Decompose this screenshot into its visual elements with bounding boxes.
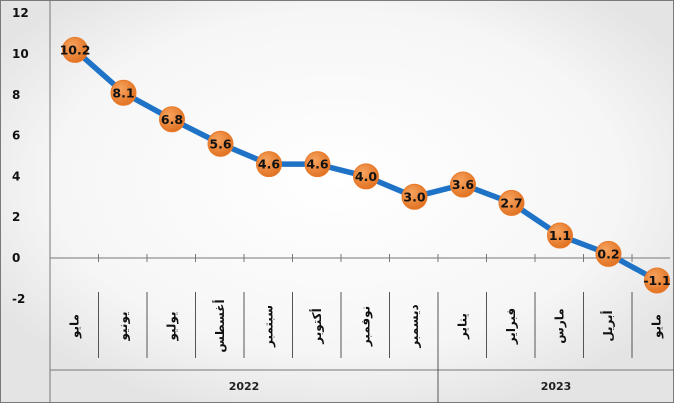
y-tick-label: -2	[12, 292, 25, 306]
data-point	[159, 106, 185, 133]
y-tick-label: 8	[12, 88, 20, 102]
data-point	[498, 189, 525, 216]
data-point	[62, 36, 88, 63]
x-tick-label: ديسمبر	[407, 304, 421, 348]
x-tick-label: مايو	[649, 314, 664, 339]
data-point	[450, 171, 476, 198]
x-tick-label: نوفمبر	[358, 306, 373, 347]
y-tick-label: 12	[12, 6, 29, 20]
year-label: 2023	[541, 380, 572, 393]
data-label: 4.0	[355, 169, 377, 184]
data-point	[110, 79, 137, 106]
data-point	[547, 222, 573, 249]
y-tick-label: 4	[12, 169, 20, 183]
data-label: 2.7	[500, 195, 522, 210]
data-label: 5.6	[209, 136, 231, 151]
year-label: 2022	[229, 380, 260, 393]
data-point	[644, 267, 670, 294]
x-tick-label: سبتمبر	[261, 305, 275, 348]
data-label: 4.6	[258, 157, 280, 172]
data-label: 0.2	[597, 246, 619, 261]
x-tick-label: أبريل	[600, 310, 615, 341]
y-tick-label: 10	[12, 47, 29, 61]
x-tick-label: يونيو	[116, 312, 131, 342]
data-label: 4.6	[306, 157, 328, 172]
data-point	[304, 151, 331, 178]
data-point	[595, 240, 622, 267]
data-label: 1.1	[549, 228, 571, 243]
x-tick-label: يوليو	[164, 312, 179, 342]
data-point	[207, 130, 234, 157]
data-label: 6.8	[161, 112, 183, 127]
data-label: -1.1	[643, 273, 670, 288]
data-label: 3.6	[452, 177, 474, 192]
y-tick-label: 0	[12, 251, 20, 265]
data-label: 8.1	[112, 85, 134, 100]
x-tick-label: أغسطس	[212, 299, 227, 352]
data-point	[353, 163, 379, 190]
data-point	[401, 183, 428, 210]
y-tick-label: 6	[12, 129, 20, 143]
x-tick-label: مارس	[552, 308, 566, 343]
y-tick-label: 2	[12, 210, 20, 224]
data-label: 3.0	[403, 189, 425, 204]
x-tick-label: يناير	[455, 313, 469, 340]
data-label: 10.2	[60, 42, 91, 57]
x-tick-label: مايو	[67, 314, 82, 339]
x-tick-label: أكتوبر	[309, 308, 325, 344]
x-tick-label: فبراير	[504, 308, 518, 345]
data-point	[256, 151, 282, 178]
